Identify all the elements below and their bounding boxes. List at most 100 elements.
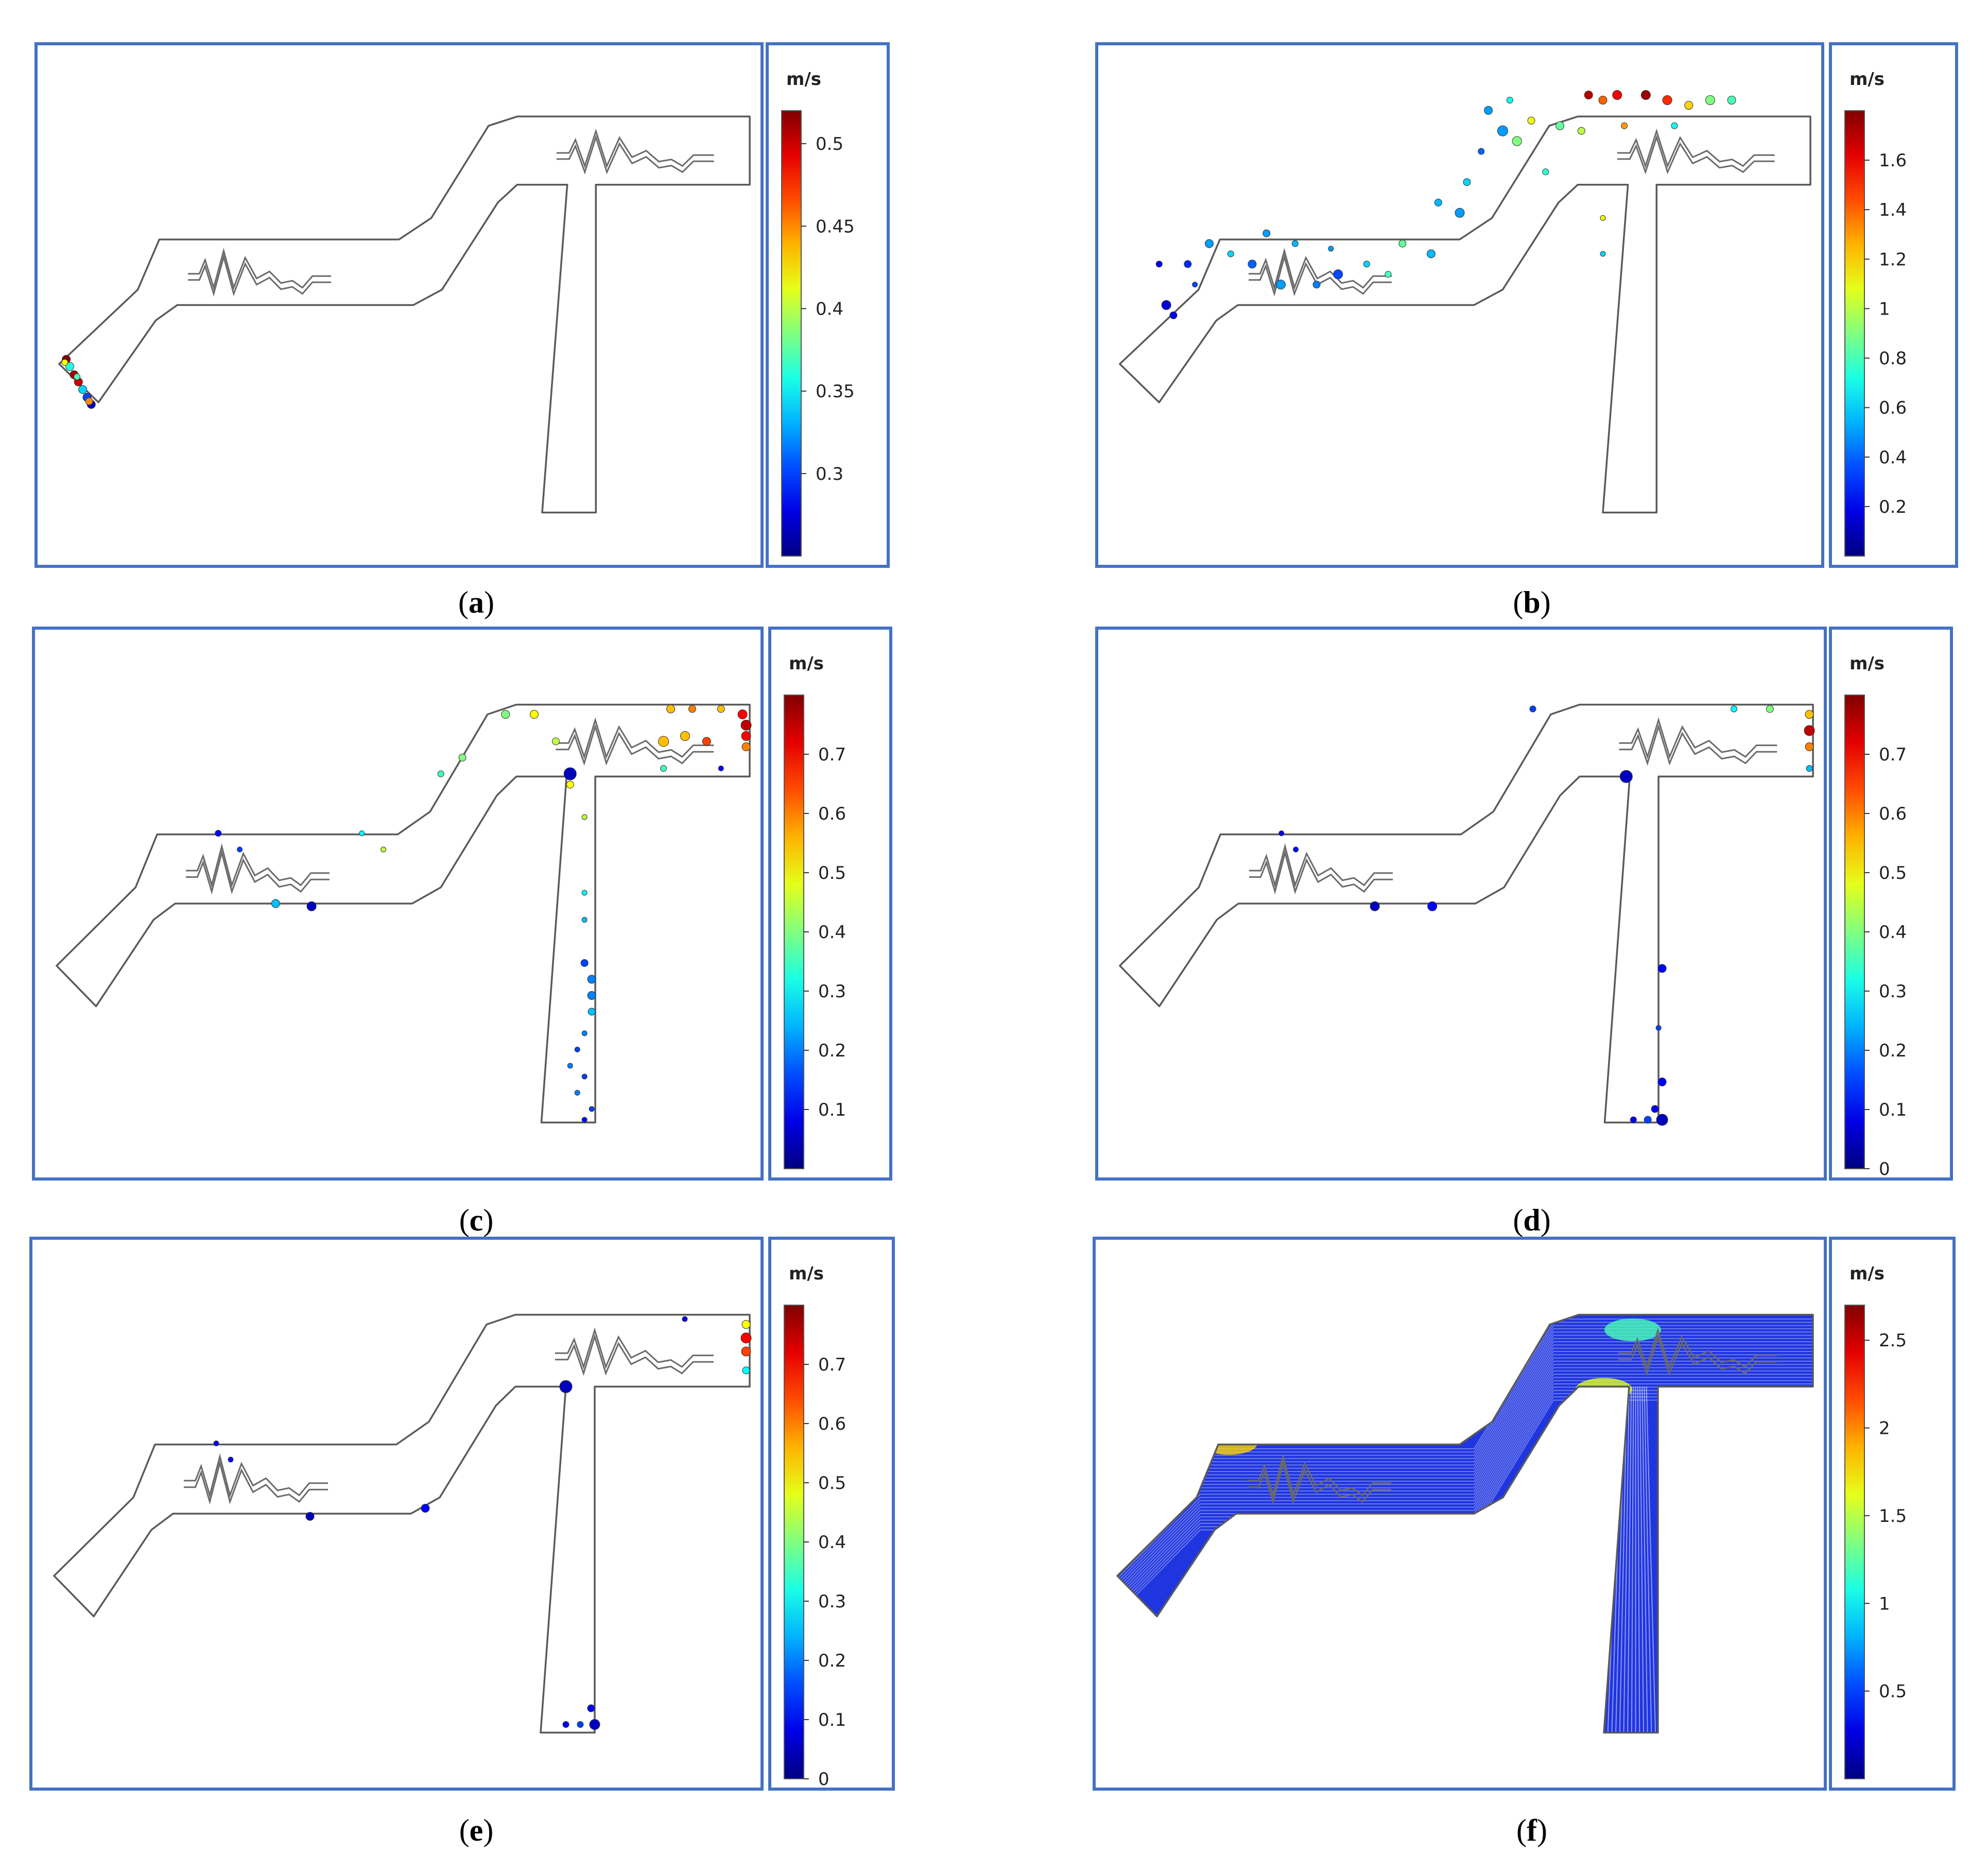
colorbar-tick-label: 1.6	[1879, 150, 1907, 171]
particle	[740, 1332, 752, 1344]
particle	[1478, 148, 1485, 155]
particle	[1506, 97, 1513, 103]
colorbar-tick-label: 0.6	[1879, 804, 1907, 824]
panel-d: m/s 0 0.1 0.2 0.3 0.4 0.5 0.6 0.7 (d)	[1095, 627, 1953, 1237]
panel-caption: (a)	[458, 585, 494, 619]
electrode-wire	[556, 723, 714, 766]
electrode-wire	[1619, 717, 1777, 759]
particle	[574, 1047, 580, 1052]
particle	[587, 991, 596, 1000]
particle	[1640, 90, 1651, 100]
electrode-wire	[1618, 1333, 1777, 1376]
particle	[1169, 311, 1178, 319]
electrode-wire	[555, 1333, 714, 1376]
panel-caption: (b)	[1513, 585, 1550, 619]
colorbar-tick-label: 0.3	[818, 981, 846, 1002]
electrode-wire	[556, 128, 714, 169]
particle	[658, 736, 669, 747]
colorbar-unit: m/s	[1849, 1263, 1885, 1284]
particle	[587, 1704, 595, 1712]
channel-outline	[53, 1313, 751, 1734]
particle	[1598, 96, 1607, 105]
channel-outline	[1119, 115, 1811, 514]
particle	[1806, 765, 1813, 772]
particle	[688, 705, 696, 713]
colorbar	[781, 110, 802, 557]
colorbar-tick-label: 2	[1879, 1418, 1890, 1439]
particle	[65, 362, 75, 371]
panel-caption: (c)	[459, 1203, 494, 1237]
colorbar-tick-label: 0.5	[1879, 1681, 1907, 1702]
colorbar-tick-label: 1	[1879, 299, 1890, 319]
particle	[1293, 846, 1299, 853]
panel-a: m/s 0.3 0.35 0.4 0.45 0.5 (a)	[34, 42, 890, 619]
colorbar-unit: m/s	[786, 69, 821, 90]
electrode-wire	[184, 1453, 328, 1498]
particle	[1161, 300, 1171, 310]
colorbar-unit: m/s	[1849, 653, 1885, 674]
electrode-wire	[555, 1327, 714, 1369]
electrode-wire	[184, 1460, 328, 1505]
colorbar-tick-label: 0	[818, 1769, 829, 1790]
panel-caption-letter: d	[1523, 1203, 1540, 1237]
particle	[1630, 1116, 1637, 1123]
colorbar	[1844, 695, 1865, 1169]
particle	[702, 737, 711, 746]
velocity-hotspot	[1604, 1319, 1661, 1341]
particle	[1766, 705, 1774, 713]
colorbar-tick-label: 0.6	[818, 1414, 846, 1434]
colorbar-tick-label: 0.2	[1879, 1041, 1907, 1061]
particle	[458, 754, 466, 761]
colorbar-tick-label: 0.2	[1879, 497, 1907, 517]
particle	[559, 1380, 573, 1393]
colorbar-tick-label: 1.4	[1879, 200, 1907, 220]
colorbar-tick-label: 0.3	[818, 1591, 846, 1612]
particle	[271, 899, 280, 908]
colorbar	[1844, 1305, 1865, 1779]
particle	[1657, 1078, 1667, 1086]
particle	[1555, 121, 1565, 130]
electrode-wire	[1619, 723, 1777, 766]
particle	[85, 397, 93, 406]
particle	[741, 742, 751, 751]
colorbar-tick-label: 0.5	[818, 863, 846, 883]
colorbar-tick-label: 0.4	[816, 299, 843, 319]
particle	[1805, 710, 1814, 719]
channel-outline	[58, 115, 751, 514]
colorbar-tick-label: 0.7	[818, 744, 846, 765]
particle	[1484, 106, 1493, 115]
panel-e: m/s 0 0.1 0.2 0.3 0.4 0.5 0.6 0.7 (e)	[29, 1237, 895, 1847]
particle	[562, 1721, 569, 1728]
particle	[1205, 239, 1214, 248]
colorbar-tick-label: 0.7	[818, 1355, 846, 1375]
particle	[737, 709, 748, 719]
particle	[741, 1320, 751, 1329]
electrode-wire	[1248, 254, 1392, 297]
particle	[581, 890, 587, 896]
particle	[1276, 280, 1286, 290]
colorbar-unit: m/s	[789, 1263, 824, 1284]
colorbar-tick-label: 0.7	[1879, 744, 1907, 765]
particle	[1805, 742, 1814, 751]
particle	[1278, 830, 1285, 836]
particle	[581, 1073, 587, 1080]
electrode-wire	[1248, 248, 1392, 291]
particle	[1455, 207, 1465, 218]
electrode-wire	[1247, 1453, 1391, 1498]
particle	[1512, 136, 1522, 146]
colorbar-tick-label: 0.5	[816, 134, 843, 154]
electrode-wire	[556, 134, 714, 175]
channel-outline	[56, 703, 751, 1124]
particle	[228, 1457, 234, 1463]
colorbar-tick-label: 1.2	[1879, 249, 1907, 270]
particle	[213, 1441, 219, 1446]
particle	[1671, 122, 1678, 129]
particle	[1328, 246, 1334, 252]
panel-caption: (f)	[1516, 1813, 1547, 1847]
particle	[1385, 271, 1392, 278]
particle	[589, 1719, 600, 1730]
panel-caption: (e)	[459, 1813, 494, 1847]
panel-c: m/s 0.1 0.2 0.3 0.4 0.5 0.6 0.7 (c)	[32, 627, 892, 1237]
colorbar-tick-label: 0.1	[818, 1710, 846, 1730]
